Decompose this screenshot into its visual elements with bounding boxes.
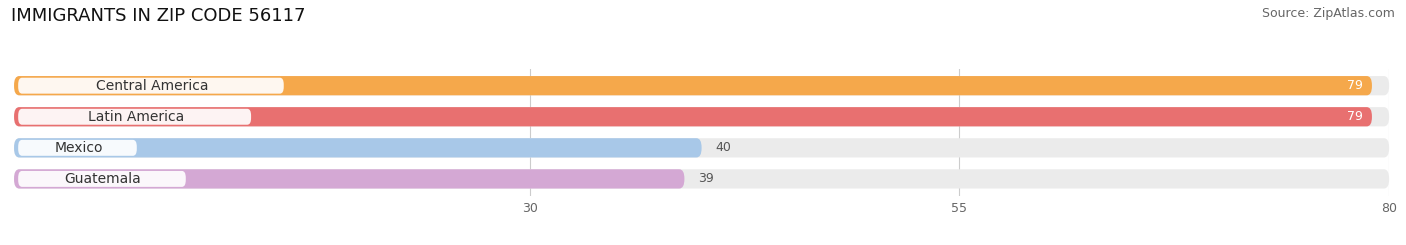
- FancyBboxPatch shape: [18, 109, 252, 125]
- FancyBboxPatch shape: [18, 140, 136, 156]
- Text: IMMIGRANTS IN ZIP CODE 56117: IMMIGRANTS IN ZIP CODE 56117: [11, 7, 305, 25]
- Text: Latin America: Latin America: [87, 110, 184, 124]
- Text: Guatemala: Guatemala: [65, 172, 142, 186]
- Text: Central America: Central America: [96, 79, 208, 93]
- Text: 39: 39: [699, 172, 714, 185]
- FancyBboxPatch shape: [14, 169, 685, 189]
- FancyBboxPatch shape: [14, 138, 702, 158]
- Text: Source: ZipAtlas.com: Source: ZipAtlas.com: [1261, 7, 1395, 20]
- Text: 79: 79: [1347, 79, 1364, 92]
- FancyBboxPatch shape: [18, 78, 284, 94]
- FancyBboxPatch shape: [14, 107, 1372, 126]
- Text: 40: 40: [716, 141, 731, 154]
- FancyBboxPatch shape: [14, 169, 1389, 189]
- FancyBboxPatch shape: [14, 76, 1389, 95]
- Text: Mexico: Mexico: [55, 141, 103, 155]
- Text: 79: 79: [1347, 110, 1364, 123]
- FancyBboxPatch shape: [14, 76, 1372, 95]
- FancyBboxPatch shape: [18, 171, 186, 187]
- FancyBboxPatch shape: [14, 138, 1389, 158]
- FancyBboxPatch shape: [14, 107, 1389, 126]
